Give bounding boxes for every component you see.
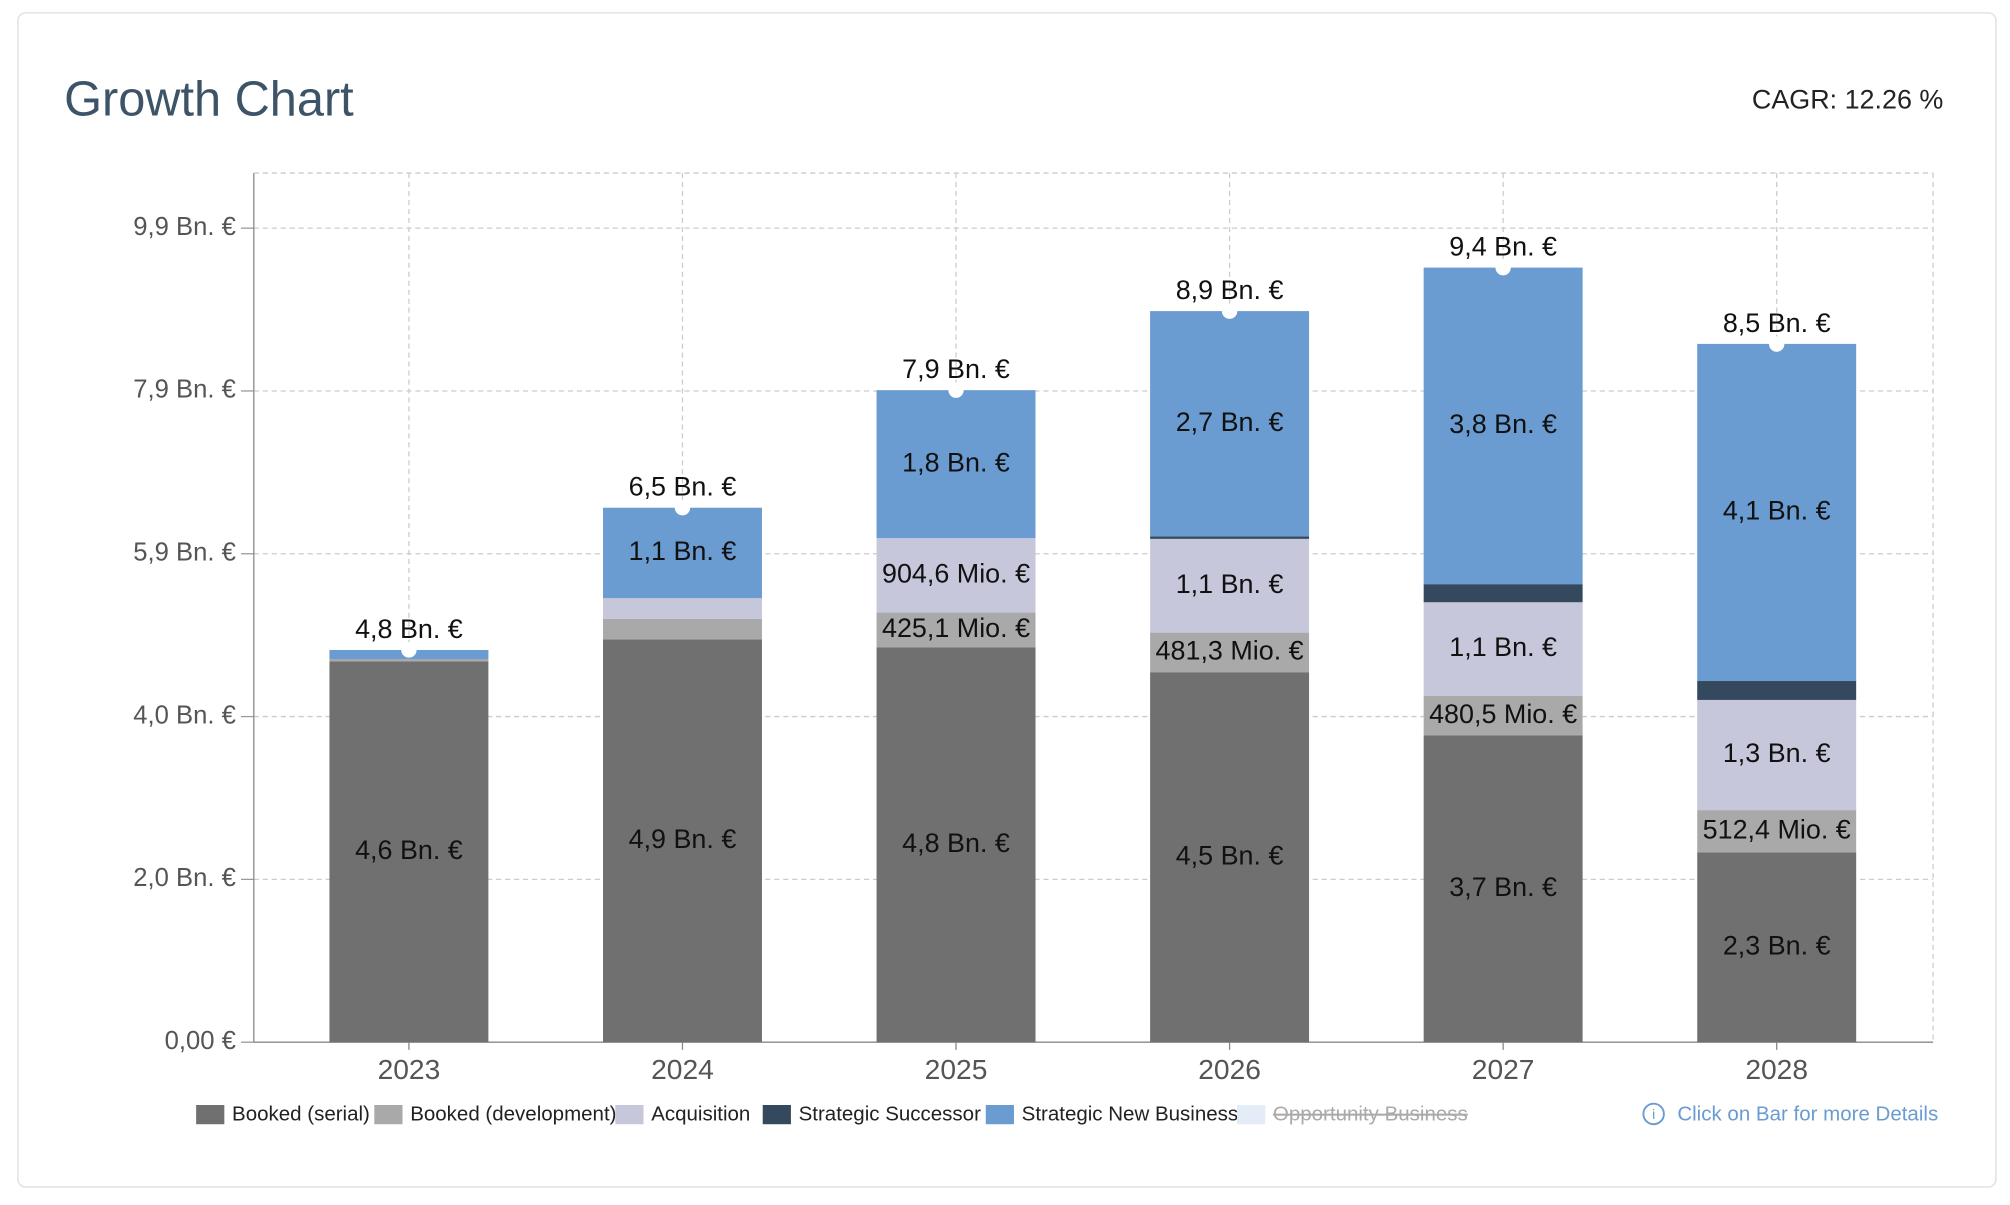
bar-segment[interactable] (329, 659, 489, 662)
total-marker (1769, 336, 1785, 352)
total-label: 4,8 Bn. € (355, 614, 463, 644)
bar-segment[interactable] (329, 661, 489, 1043)
bar-segment[interactable] (1150, 672, 1310, 1043)
x-tick-label: 2023 (378, 1053, 441, 1085)
bar-segment[interactable] (1150, 536, 1310, 539)
legend-swatch[interactable] (985, 1105, 1014, 1125)
chart-title: Growth Chart (64, 72, 354, 126)
bar-segment[interactable] (1697, 699, 1857, 811)
x-tick-label: 2025 (925, 1053, 988, 1085)
y-tick-label: 0,00 € (165, 1027, 236, 1055)
segment-label: 4,6 Bn. € (355, 835, 463, 865)
y-tick-label: 2,0 Bn. € (133, 864, 236, 892)
legend-label[interactable]: Opportunity Business (1273, 1103, 1468, 1126)
x-tick-label: 2027 (1472, 1053, 1535, 1085)
y-tick-label: 5,9 Bn. € (133, 539, 236, 567)
info-icon[interactable] (1642, 1102, 1665, 1126)
total-label: 9,4 Bn. € (1449, 232, 1557, 262)
bar-segment[interactable] (603, 507, 762, 599)
y-tick-label: 9,9 Bn. € (133, 213, 236, 241)
bar-segment[interactable] (1697, 343, 1857, 682)
segment-label: 4,5 Bn. € (1176, 840, 1284, 870)
segment-label: 1,8 Bn. € (902, 447, 1010, 477)
bar-segment[interactable] (603, 639, 762, 1043)
bar-segment[interactable] (1150, 311, 1310, 537)
cagr: CAGR: 12.26 % (1752, 84, 1943, 114)
segment-label: 1,3 Bn. € (1723, 738, 1831, 768)
legend-label[interactable]: Strategic Successor (799, 1103, 981, 1126)
y-tick-label: 7,9 Bn. € (133, 376, 236, 404)
legend-swatch[interactable] (1237, 1105, 1266, 1125)
legend-swatch[interactable] (762, 1105, 791, 1125)
segment-label: 512,4 Mio. € (1703, 814, 1851, 844)
bar-segment[interactable] (876, 538, 1036, 613)
x-tick-label: 2028 (1745, 1053, 1808, 1085)
total-label: 7,9 Bn. € (902, 354, 1010, 384)
legend-label[interactable]: Acquisition (651, 1103, 750, 1126)
bar-segment[interactable] (1697, 852, 1857, 1043)
segment-label: 3,7 Bn. € (1449, 872, 1557, 902)
bar-segment[interactable] (876, 647, 1036, 1043)
segment-label: 1,1 Bn. € (1176, 569, 1284, 599)
bar-segment[interactable] (1697, 681, 1857, 700)
details-link[interactable]: Click on Bar for more Details (1677, 1103, 1938, 1126)
total-label: 8,9 Bn. € (1176, 275, 1284, 305)
bar-segment[interactable] (1423, 735, 1583, 1043)
x-tick-label: 2026 (1198, 1053, 1261, 1085)
bar-segment[interactable] (1423, 584, 1583, 603)
total-marker (401, 642, 417, 658)
segment-label: 480,5 Mio. € (1429, 699, 1577, 729)
segment-label: 481,3 Mio. € (1156, 635, 1304, 665)
total-marker (674, 500, 691, 516)
bar-segment[interactable] (876, 390, 1036, 539)
segment-label: 425,1 Mio. € (882, 613, 1030, 643)
bar-segment[interactable] (1150, 632, 1310, 673)
segment-label: 2,7 Bn. € (1176, 407, 1284, 437)
legend-label[interactable]: Booked (serial) (232, 1103, 370, 1126)
legend-swatch[interactable] (196, 1105, 225, 1125)
legend-swatch[interactable] (374, 1105, 403, 1125)
x-tick-label: 2024 (651, 1053, 714, 1085)
total-label: 6,5 Bn. € (629, 472, 737, 502)
bar-segment[interactable] (876, 612, 1036, 648)
segment-label: 3,8 Bn. € (1449, 409, 1557, 439)
bar-segment[interactable] (603, 598, 762, 619)
segment-label: 2,3 Bn. € (1723, 930, 1831, 960)
info-icon-glyph: i (1652, 1106, 1655, 1122)
segment-label: 4,1 Bn. € (1723, 496, 1831, 526)
bar-segment[interactable] (1150, 538, 1310, 633)
bar-segment[interactable] (603, 618, 762, 640)
bar-segment[interactable] (1423, 602, 1583, 696)
total-marker (1495, 259, 1511, 276)
total-label: 8,5 Bn. € (1723, 308, 1831, 338)
segment-label: 4,9 Bn. € (629, 824, 737, 854)
total-marker (1221, 303, 1238, 319)
y-tick-label: 4,0 Bn. € (133, 701, 236, 729)
segment-label: 4,8 Bn. € (902, 828, 1010, 858)
legend-label[interactable]: Booked (development) (410, 1103, 616, 1126)
bar-segment[interactable] (1423, 695, 1583, 736)
bar-segment[interactable] (1423, 267, 1583, 585)
segment-label: 1,1 Bn. € (1449, 632, 1557, 662)
segment-label: 904,6 Mio. € (882, 558, 1030, 588)
segment-label: 1,1 Bn. € (629, 536, 737, 566)
bar-segment[interactable] (1697, 810, 1857, 853)
legend-swatch[interactable] (615, 1105, 644, 1125)
legend-label[interactable]: Strategic New Business (1022, 1103, 1238, 1126)
total-marker (948, 382, 964, 398)
